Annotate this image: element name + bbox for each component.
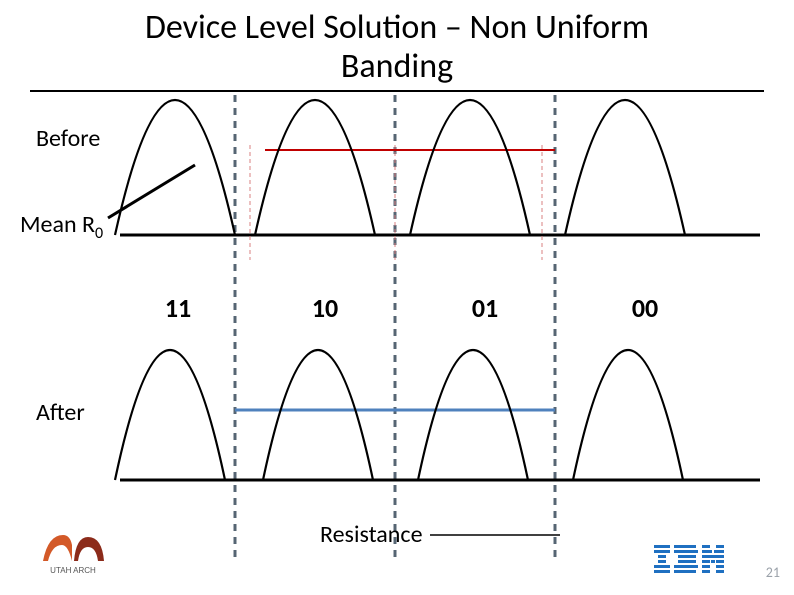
band-label-00: 00 [615,292,675,324]
ibm-logo [654,545,724,573]
after-label: After [36,398,85,427]
slide: Device Level Solution – Non Uniform Band… [0,0,794,595]
utah-arch-logo: UTAH ARCH [38,527,108,575]
band-label-11: 11 [148,292,208,324]
band-label-01: 01 [455,292,515,324]
before-label: Before [36,124,100,153]
svg-text:UTAH ARCH: UTAH ARCH [50,566,96,575]
band-label-10: 10 [295,292,355,324]
resistance-label: Resistance [320,520,423,549]
mean-r0-label: Mean R0 [20,210,103,243]
page-number: 21 [766,564,780,581]
